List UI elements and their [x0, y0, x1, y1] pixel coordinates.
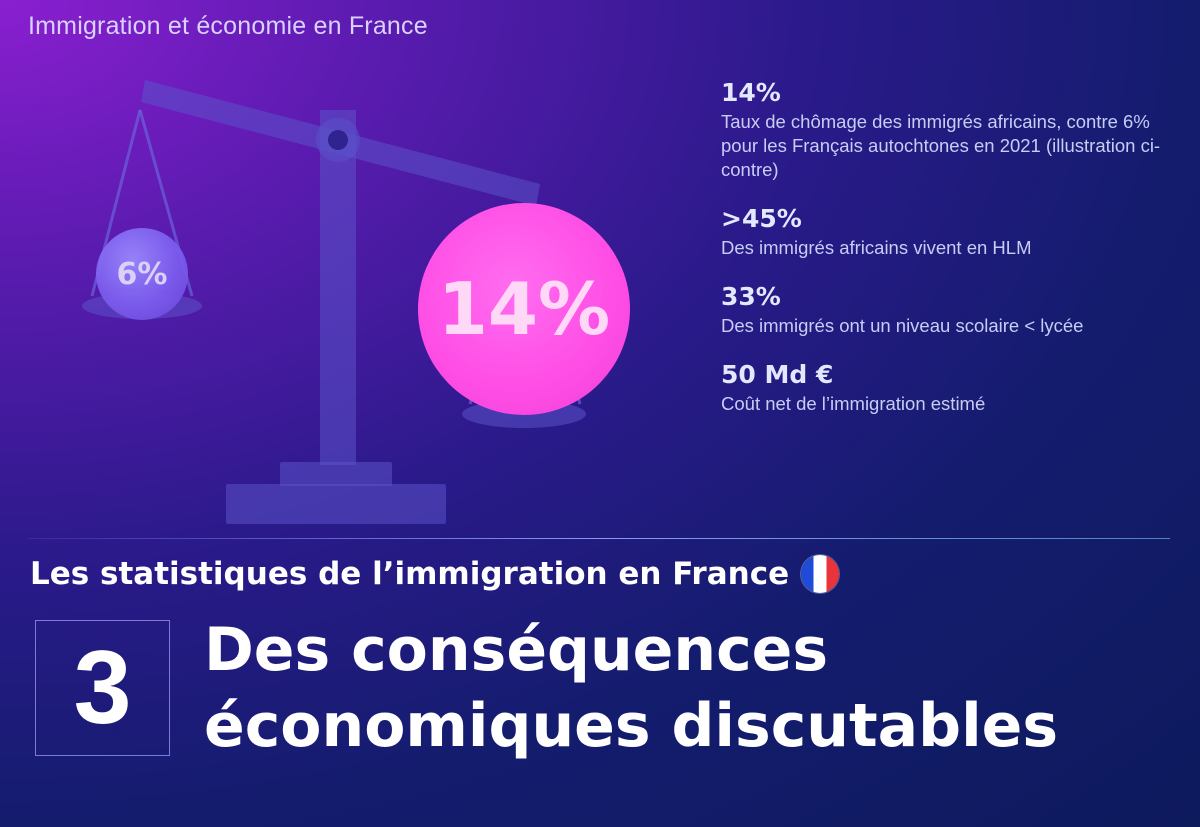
stat-description: Des immigrés ont un niveau scolaire < ly…	[721, 315, 1084, 336]
section-divider	[28, 538, 1170, 539]
stat-value: 33%	[721, 282, 781, 311]
right-pan-rate-circle: 14%	[418, 203, 630, 415]
stat-item-cost: 50 Md € Coût net de l’immigration estimé	[721, 358, 1171, 416]
stat-description: Taux de chômage des immigrés africains, …	[721, 111, 1161, 180]
stats-list: 14% Taux de chômage des immigrés africai…	[721, 76, 1171, 436]
headline-line-2: économiques discutables	[204, 691, 1059, 761]
stat-value: 50 Md €	[721, 360, 834, 389]
chapter-headline: Des conséquences économiques discutables	[204, 612, 1058, 764]
stat-item-education: 33% Des immigrés ont un niveau scolaire …	[721, 280, 1171, 338]
headline-line-1: Des conséquences	[204, 615, 829, 685]
stat-item-unemployment: 14% Taux de chômage des immigrés africai…	[721, 76, 1171, 182]
stat-value: 14%	[721, 78, 781, 107]
left-pan-rate-circle: 6%	[96, 228, 188, 320]
stat-description: Des immigrés africains vivent en HLM	[721, 237, 1032, 258]
series-subtitle: Les statistiques de l’immigration en Fra…	[30, 555, 840, 593]
page-header-title: Immigration et économie en France	[28, 12, 428, 40]
stat-value: >45%	[721, 204, 802, 233]
france-flag-icon	[801, 555, 840, 593]
stat-description: Coût net de l’immigration estimé	[721, 393, 986, 414]
stat-item-hlm: >45% Des immigrés africains vivent en HL…	[721, 202, 1171, 260]
subtitle-text: Les statistiques de l’immigration en Fra…	[30, 556, 790, 592]
chapter-number-box: 3	[35, 620, 170, 756]
